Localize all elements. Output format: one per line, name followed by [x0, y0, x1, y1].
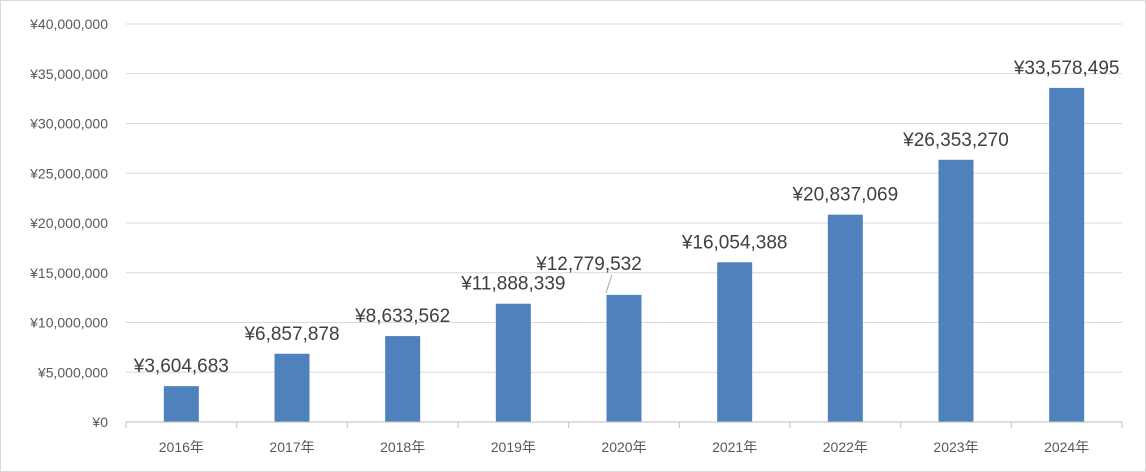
data-label: ¥16,054,388	[681, 232, 788, 253]
bar	[606, 294, 642, 422]
y-tick-label: ¥35,000,000	[29, 66, 108, 82]
y-tick-label: ¥0	[91, 414, 108, 430]
x-tick-label: 2024年	[1044, 439, 1089, 455]
data-label: ¥3,604,683	[133, 356, 229, 377]
y-tick-label: ¥40,000,000	[29, 16, 108, 32]
leader-line	[605, 274, 613, 294]
bar	[495, 303, 531, 422]
x-tick-label: 2017年	[269, 439, 314, 455]
x-tick-label: 2019年	[491, 439, 536, 455]
data-label: ¥20,837,069	[791, 185, 898, 206]
data-label: ¥26,353,270	[902, 130, 1009, 151]
bar	[717, 262, 753, 422]
y-tick-label: ¥25,000,000	[29, 165, 108, 181]
bar	[827, 214, 863, 422]
x-tick-label: 2020年	[601, 439, 646, 455]
y-tick-label: ¥10,000,000	[29, 315, 108, 331]
x-axis	[125, 421, 1123, 428]
y-tick-label: ¥30,000,000	[29, 116, 108, 132]
x-tick-label: 2018年	[380, 439, 425, 455]
data-label: ¥33,578,495	[1013, 58, 1120, 79]
bars	[163, 87, 1085, 422]
data-label: ¥11,888,339	[460, 274, 565, 295]
x-tick-label: 2022年	[823, 439, 868, 455]
data-labels: ¥3,604,683 ¥6,857,878 ¥8,633,562 ¥11,888,33…	[133, 58, 1120, 377]
x-tick-label: 2023年	[933, 439, 978, 455]
y-tick-label: ¥20,000,000	[29, 215, 108, 231]
bar	[163, 386, 199, 422]
data-label: ¥8,633,562	[354, 306, 450, 327]
data-label: ¥6,857,878	[243, 324, 339, 345]
bar	[385, 336, 421, 422]
bar	[1049, 87, 1085, 422]
x-tick-label: 2016年	[159, 439, 204, 455]
data-label: ¥12,779,532	[535, 254, 642, 275]
bar	[274, 353, 310, 422]
x-axis-ticks: 2016年 2017年 2018年 2019年 2020年 2021年 2022年 2023年…	[159, 439, 1089, 455]
x-tick-label: 2021年	[712, 439, 757, 455]
bar	[938, 159, 974, 422]
y-tick-label: ¥5,000,000	[37, 364, 108, 380]
y-axis-ticks: ¥0 ¥5,000,000 ¥10,000,000 ¥15,000,000 ¥20,00…	[29, 16, 108, 430]
y-tick-label: ¥15,000,000	[29, 265, 108, 281]
